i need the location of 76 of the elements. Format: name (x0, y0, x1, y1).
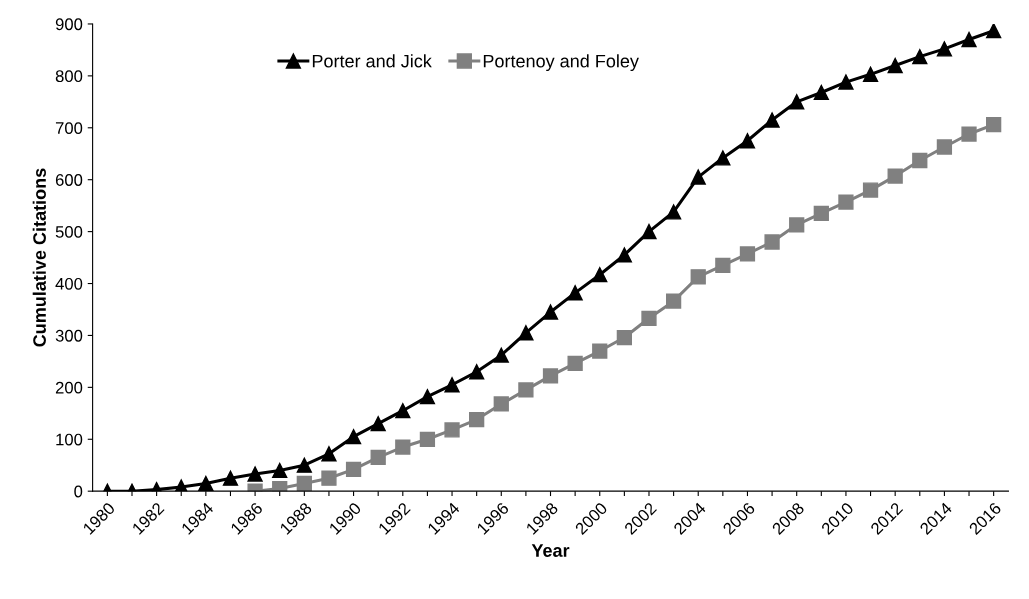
point (936, 41, 953, 57)
point (444, 377, 460, 393)
point (198, 475, 214, 492)
point (493, 347, 509, 363)
point (961, 126, 977, 142)
point (345, 461, 362, 478)
point (321, 446, 337, 462)
y-tick-label: 800 (55, 70, 83, 83)
point (469, 411, 485, 428)
point (665, 293, 682, 309)
point (419, 431, 436, 447)
y-tick-label: 0 (74, 485, 83, 498)
y-axis-title: Cumulative Citations (32, 168, 46, 347)
legend-label: Portenoy and Foley (483, 54, 639, 72)
point (665, 204, 682, 220)
point (986, 23, 1002, 39)
point (715, 257, 731, 273)
point (616, 247, 633, 263)
point (518, 325, 534, 341)
y-tick-label: 700 (55, 122, 83, 134)
point (419, 389, 436, 405)
x-axis-title: Year (531, 544, 570, 557)
y-tick-label: 200 (55, 381, 83, 394)
point (936, 139, 953, 155)
point (641, 310, 657, 326)
point (296, 457, 312, 473)
point (912, 49, 928, 65)
y-tick-label: 600 (55, 174, 83, 186)
point (789, 217, 805, 233)
point (518, 382, 534, 398)
point (690, 169, 706, 185)
point (986, 117, 1002, 133)
point (469, 364, 485, 380)
point (862, 66, 879, 82)
y-tick-label: 400 (55, 277, 83, 290)
point (345, 429, 362, 445)
point (739, 133, 756, 149)
point (592, 343, 608, 359)
point (370, 416, 386, 432)
y-tick-label: 100 (56, 433, 83, 446)
point (567, 285, 583, 301)
point (862, 182, 879, 198)
point (838, 194, 854, 210)
point (567, 355, 583, 372)
point (764, 112, 780, 128)
point (887, 57, 903, 74)
point (641, 223, 657, 240)
point (395, 403, 411, 419)
point (764, 234, 780, 250)
point (370, 449, 386, 466)
y-tick-label: 500 (55, 226, 83, 238)
point (493, 396, 509, 412)
point (715, 150, 731, 166)
point (789, 94, 805, 110)
point (616, 329, 633, 346)
point (444, 422, 460, 438)
point (222, 470, 239, 486)
point (247, 466, 263, 482)
point (542, 304, 559, 320)
point (838, 74, 854, 90)
point (321, 470, 337, 486)
point (395, 439, 411, 455)
point (887, 168, 903, 184)
legend-label: Porter and Jick (312, 54, 432, 68)
point (272, 462, 288, 479)
y-tick-label: 300 (55, 329, 83, 342)
y-tick-label: 900 (55, 18, 83, 31)
point (542, 368, 559, 384)
point (961, 31, 977, 48)
point (690, 269, 706, 285)
point (813, 205, 829, 222)
point (296, 475, 312, 492)
point (912, 152, 928, 169)
point (813, 84, 829, 101)
point (739, 246, 756, 262)
point (592, 267, 608, 283)
